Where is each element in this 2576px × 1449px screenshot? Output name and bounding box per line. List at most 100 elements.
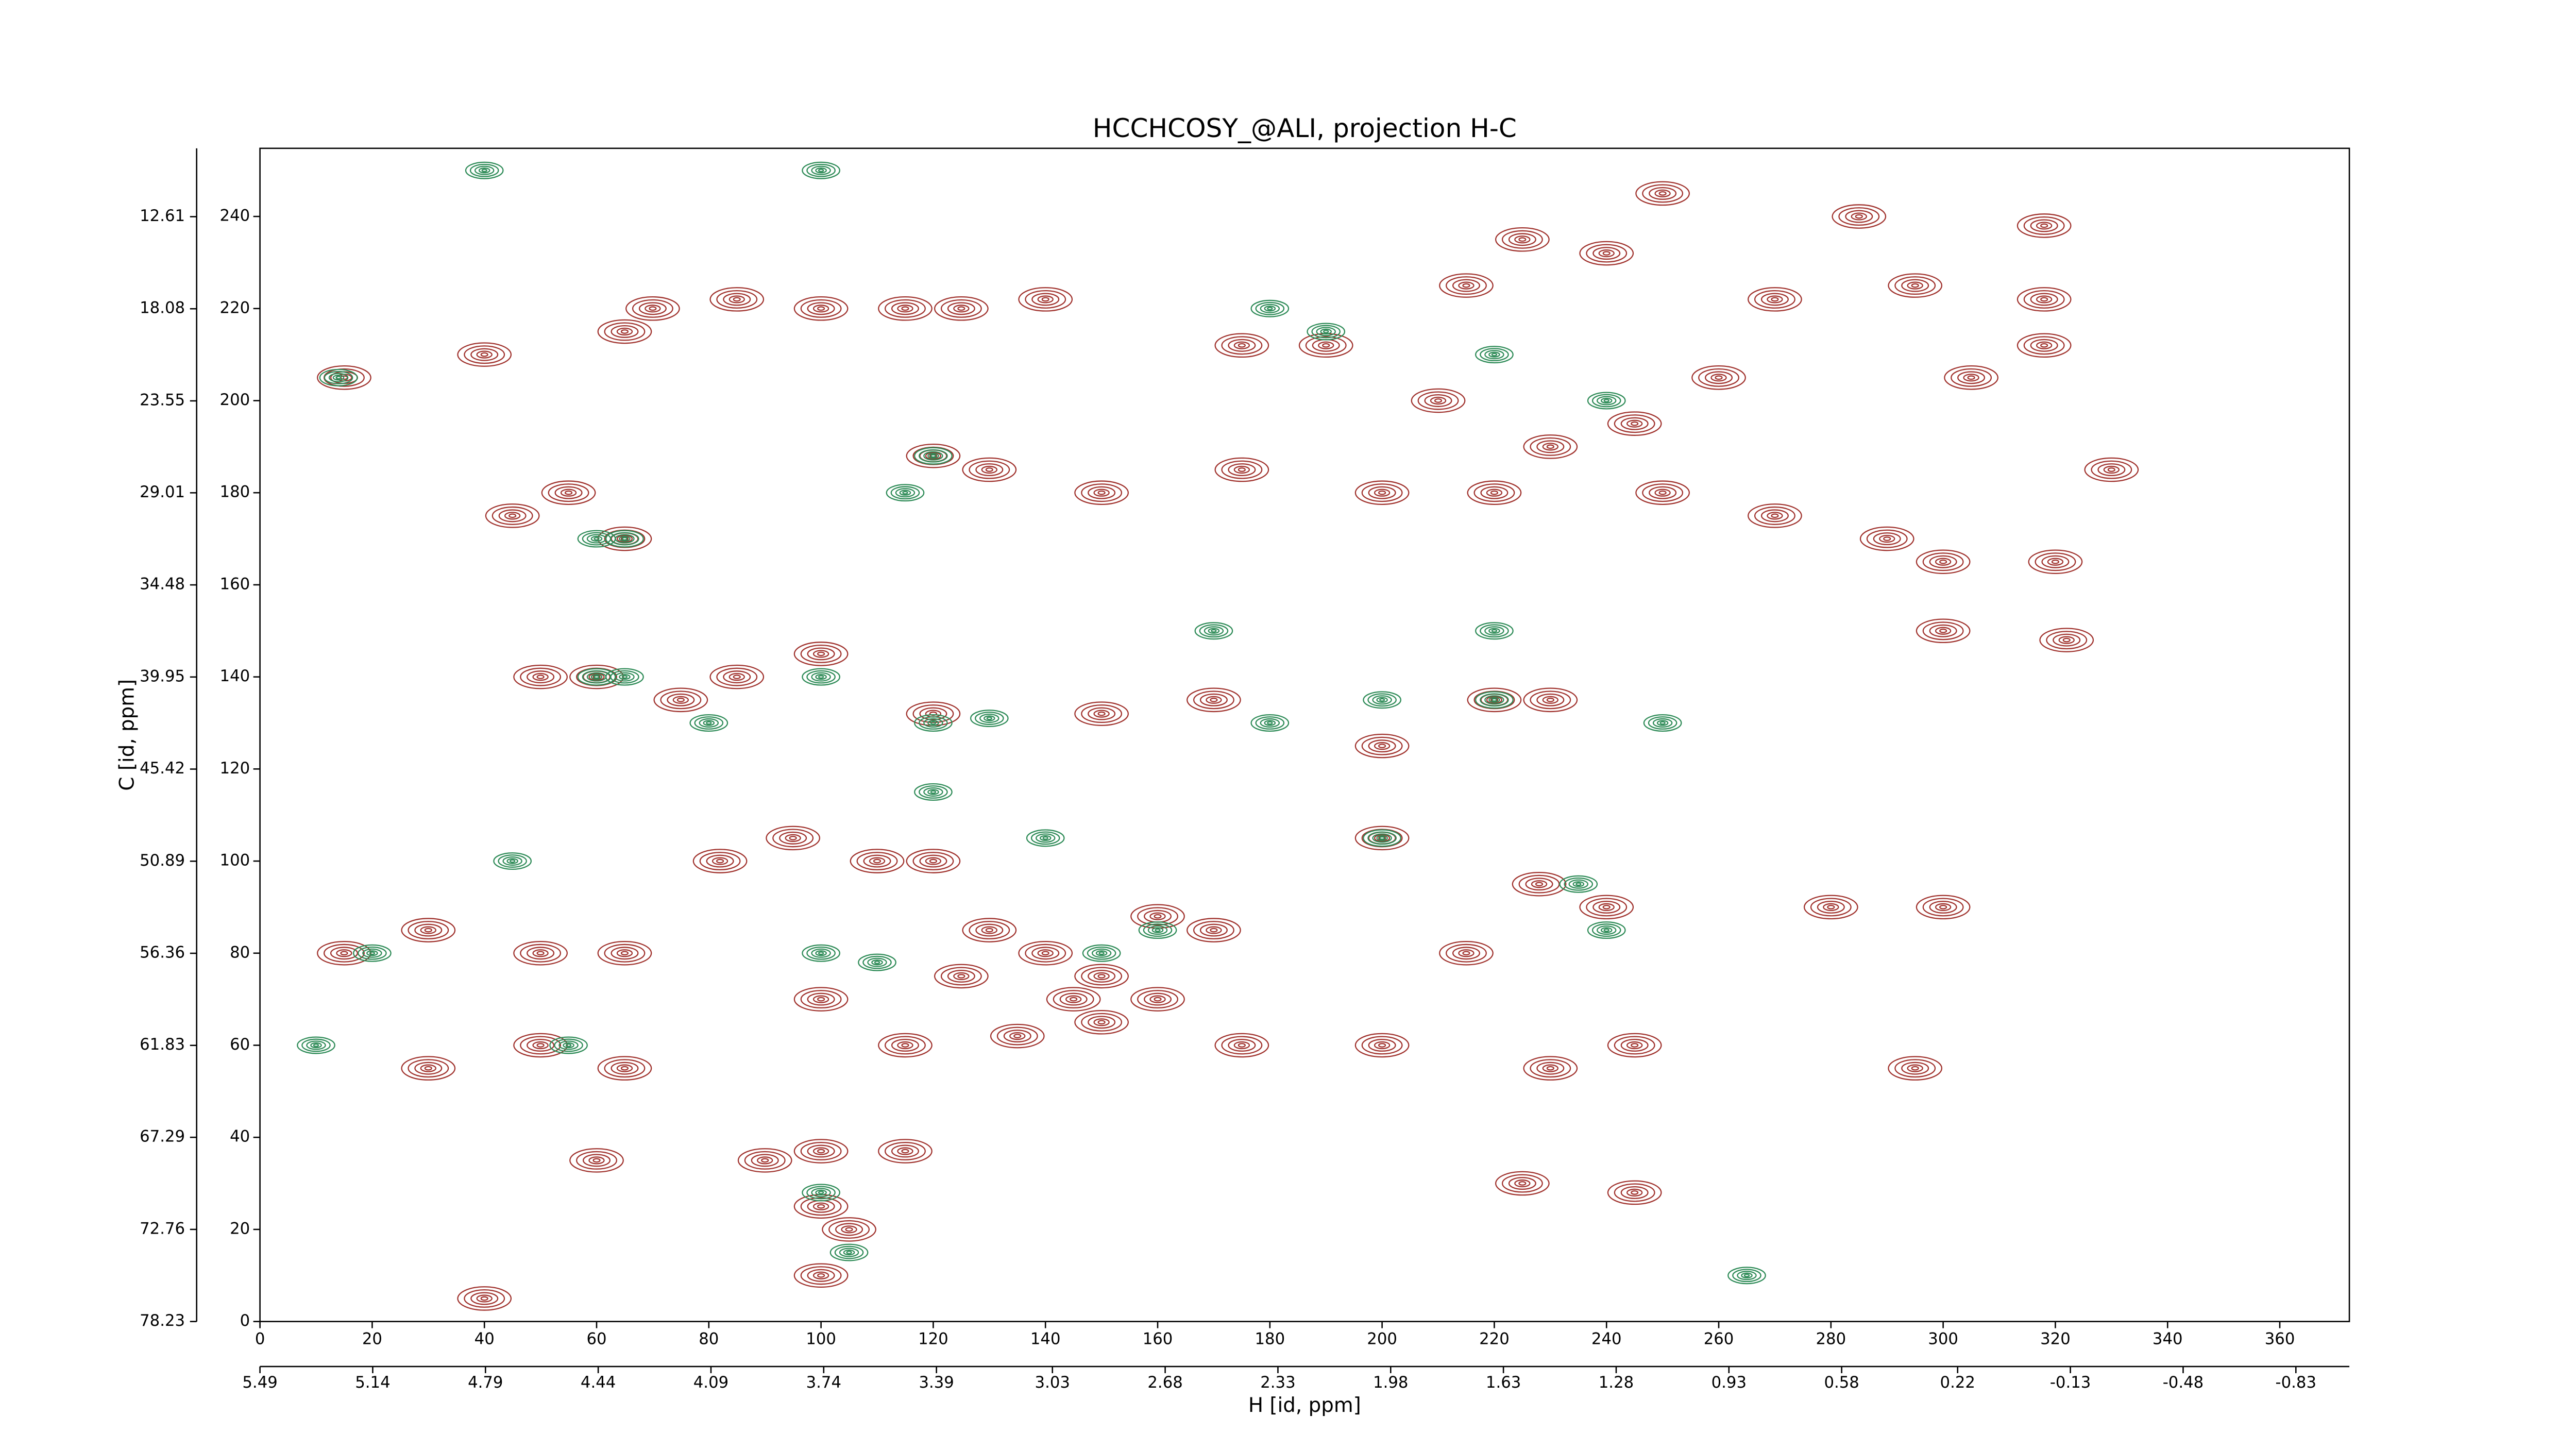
- contour-level: [1967, 375, 1975, 380]
- contour-level: [1187, 687, 1241, 713]
- positive-peak: [709, 287, 765, 312]
- contour-level: [465, 161, 504, 179]
- contour-level: [1855, 214, 1863, 219]
- contour-level: [1514, 235, 1531, 244]
- positive-peak: [1074, 964, 1129, 989]
- contour-level: [536, 675, 545, 679]
- y2-tick-label: 18.08: [140, 299, 185, 317]
- contour-level: [1591, 923, 1621, 937]
- positive-peak: [513, 1033, 568, 1058]
- contour-level: [878, 1033, 933, 1058]
- contour-level: [1654, 488, 1671, 497]
- contour-level: [843, 1249, 855, 1256]
- contour-level: [1491, 698, 1498, 702]
- positive-peak: [1018, 287, 1073, 312]
- contour-level: [498, 509, 527, 523]
- contour-level: [1922, 621, 1964, 641]
- contour-level: [811, 672, 831, 682]
- contour-level: [1260, 718, 1280, 728]
- contour-level: [615, 672, 635, 682]
- contour-level: [620, 329, 629, 334]
- contour-level: [672, 696, 689, 704]
- contour-level: [509, 513, 517, 518]
- contour-level: [1748, 503, 1802, 528]
- y-tick-label: 220: [220, 298, 250, 317]
- contour-level: [492, 506, 533, 525]
- contour-level: [1620, 417, 1649, 430]
- contour-level: [806, 163, 836, 177]
- positive-peak: [2016, 213, 2072, 238]
- contour-level: [953, 305, 970, 313]
- contour-level: [324, 943, 365, 963]
- negative-peak: [829, 1243, 869, 1261]
- contour-level: [1614, 1183, 1655, 1202]
- contour-level: [828, 1220, 870, 1239]
- contour-level: [2036, 222, 2053, 230]
- contour-level: [709, 664, 765, 689]
- contour-level: [1518, 1181, 1527, 1186]
- contour-level: [800, 1266, 842, 1285]
- x-tick-label: 260: [1704, 1330, 1734, 1349]
- contour-level: [1378, 490, 1386, 495]
- contour-level: [1659, 721, 1666, 725]
- contour-level: [970, 710, 1009, 728]
- contour-level: [2036, 341, 2053, 349]
- contour-level: [620, 1066, 629, 1071]
- contour-level: [1311, 325, 1341, 339]
- contour-level: [927, 453, 939, 459]
- contour-level: [414, 923, 443, 937]
- contour-level: [1374, 1041, 1391, 1050]
- contour-level: [569, 664, 624, 689]
- negative-peak: [1307, 323, 1346, 341]
- contour-level: [1204, 626, 1224, 636]
- x2-tick-label: 4.44: [581, 1373, 616, 1392]
- contour-level: [335, 376, 342, 380]
- chart-title: HCCHCOSY_@ALI, projection H-C: [1093, 113, 1517, 143]
- contour-level: [1095, 950, 1108, 956]
- contour-level: [1475, 691, 1514, 709]
- contour-level: [597, 319, 652, 344]
- x2-tick-label: 5.14: [355, 1373, 390, 1392]
- positive-peak: [401, 918, 456, 942]
- contour-level: [1602, 251, 1611, 256]
- contour-level: [793, 296, 849, 321]
- contour-level: [2039, 628, 2094, 652]
- contour-level: [1354, 1033, 1410, 1058]
- positive-peak: [1916, 549, 1971, 575]
- contour-level: [1074, 480, 1129, 505]
- contour-level: [1508, 233, 1536, 246]
- contour-level: [1041, 951, 1049, 956]
- positive-peak: [569, 1148, 624, 1173]
- contour-level: [594, 675, 600, 679]
- positive-peak: [1691, 365, 1746, 390]
- negative-peak: [802, 944, 840, 962]
- contour-level: [1363, 691, 1401, 709]
- contour-level: [1620, 1039, 1649, 1052]
- contour-level: [616, 1064, 633, 1072]
- contour-level: [1866, 529, 1908, 548]
- contour-level: [1531, 880, 1548, 888]
- contour-level: [1907, 281, 1923, 290]
- contour-level: [962, 457, 1017, 482]
- positive-peak: [1074, 1010, 1129, 1035]
- positive-peak: [934, 296, 989, 321]
- contour-level: [807, 302, 835, 315]
- contour-level: [1221, 1036, 1263, 1055]
- contour-level: [986, 716, 992, 720]
- contour-level: [513, 940, 568, 966]
- contour-level: [2103, 465, 2120, 474]
- contour-level: [757, 1156, 773, 1165]
- contour-level: [2107, 467, 2115, 472]
- contour-level: [588, 1156, 605, 1165]
- contour-level: [914, 714, 953, 732]
- contour-level: [929, 858, 938, 864]
- contour-level: [1074, 1010, 1129, 1035]
- contour-level: [1199, 693, 1228, 706]
- contour-level: [632, 299, 673, 318]
- contour-level: [818, 1191, 824, 1194]
- contour-level: [1013, 1034, 1022, 1038]
- contour-level: [1748, 287, 1802, 312]
- contour-level: [985, 467, 993, 472]
- contour-level: [420, 926, 436, 934]
- contour-level: [897, 1147, 913, 1155]
